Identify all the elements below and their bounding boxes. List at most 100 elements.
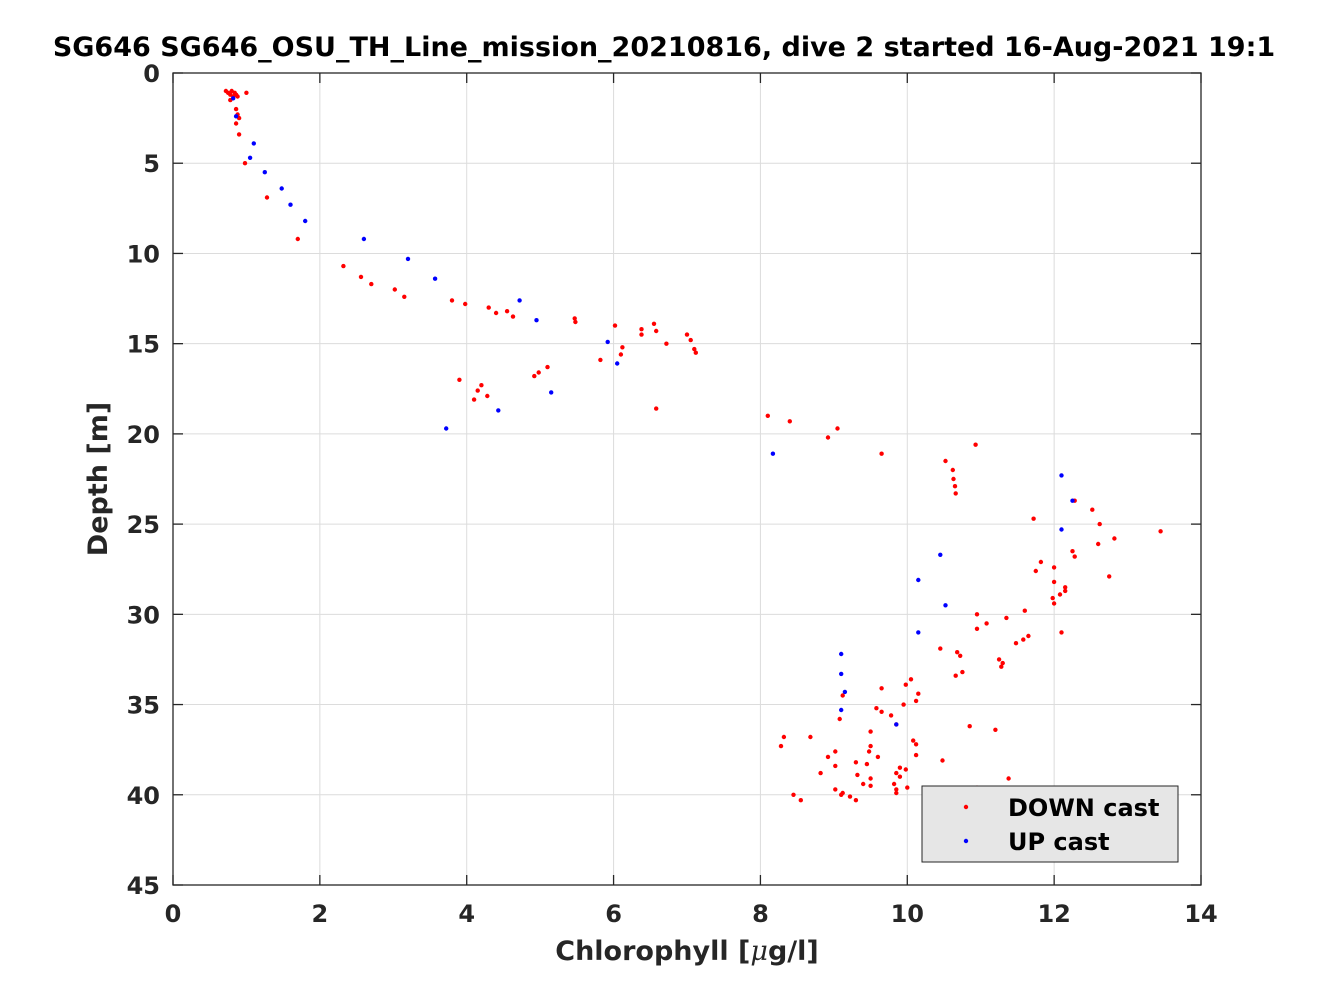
legend-marker-down-cast: [963, 804, 969, 810]
up-cast-point: [916, 630, 921, 635]
down-cast-point: [295, 236, 300, 242]
down-cast-point: [1107, 574, 1112, 579]
down-cast-point: [233, 106, 239, 112]
down-cast-point: [242, 161, 248, 166]
down-cast-point: [879, 709, 884, 714]
down-cast-point: [894, 787, 899, 792]
down-cast-point: [837, 716, 842, 722]
down-cast-point: [894, 790, 899, 796]
plot-frame: [172, 72, 1202, 886]
down-cast-point: [1022, 608, 1027, 613]
up-cast-point: [605, 339, 610, 345]
down-cast-point: [236, 132, 242, 137]
legend-label-down-cast: DOWN cast: [1008, 794, 1159, 822]
down-cast-point: [996, 657, 1002, 662]
legend: DOWN cast UP cast: [921, 785, 1179, 863]
down-cast-point: [1051, 579, 1057, 585]
up-cast-point: [517, 298, 522, 303]
down-cast-point: [545, 364, 550, 370]
down-cast-point: [573, 319, 578, 325]
y-tick-label: 5: [143, 150, 160, 178]
down-cast-point: [620, 345, 625, 350]
down-cast-point: [818, 770, 823, 776]
down-cast-point: [958, 653, 963, 658]
down-cast-point: [233, 121, 239, 126]
down-cast-point: [1004, 615, 1009, 621]
down-cast-point: [684, 332, 690, 337]
down-cast-point: [1072, 554, 1077, 559]
down-cast-point: [879, 451, 884, 456]
down-cast-point: [664, 341, 669, 346]
x-axis-tick-labels: 0 2 4 6 8 10 12 14: [165, 900, 1218, 928]
down-cast-point: [572, 316, 577, 321]
up-cast-point: [839, 671, 844, 677]
up-cast-point: [943, 603, 948, 608]
y-tick-label: 10: [127, 240, 160, 268]
down-cast-point: [244, 90, 249, 96]
up-cast-point: [1059, 527, 1064, 532]
up-cast-point: [770, 451, 776, 456]
down-cast-point: [864, 761, 870, 767]
down-cast-point: [1070, 549, 1075, 554]
down-cast-point: [953, 673, 958, 678]
down-cast-point: [908, 677, 914, 682]
up-cast-point: [916, 577, 921, 583]
down-cast-point: [536, 370, 541, 375]
x-tick-label: 4: [458, 900, 475, 928]
down-cast-point: [778, 743, 784, 749]
down-cast-point: [894, 770, 899, 776]
down-cast-point: [475, 388, 480, 393]
down-cast-point: [847, 794, 853, 799]
down-cast-point: [960, 669, 965, 675]
down-cast-point: [693, 350, 698, 355]
down-cast-point: [808, 734, 813, 740]
down-cast-point: [853, 798, 859, 803]
down-cast-point: [1112, 536, 1117, 541]
up-cast-point: [894, 722, 899, 727]
down-cast-point: [875, 754, 881, 760]
down-cast-point: [341, 263, 346, 269]
down-cast-point: [504, 309, 510, 314]
up-cast-point: [839, 651, 844, 657]
down-cast-point: [868, 729, 873, 734]
down-cast-point: [840, 693, 845, 698]
down-cast-point: [486, 305, 491, 310]
down-cast-point: [457, 377, 462, 382]
legend-marker-up-cast: [963, 838, 969, 844]
x-tick-label: 6: [605, 900, 622, 928]
x-axis-label-suffix: g/l]: [768, 936, 819, 967]
down-cast-point: [264, 195, 270, 200]
down-cast-point: [984, 621, 989, 626]
down-cast-point: [654, 406, 659, 411]
down-cast-point: [897, 765, 903, 770]
down-cast-point: [1013, 641, 1019, 646]
y-tick-label: 45: [127, 872, 160, 900]
up-cast-point: [251, 141, 256, 146]
down-cast-point: [1051, 601, 1057, 606]
down-cast-point: [651, 321, 657, 326]
down-cast-point: [1059, 630, 1064, 635]
up-cast-point: [938, 552, 943, 557]
down-cast-point: [891, 781, 897, 787]
up-cast-point: [549, 390, 554, 395]
down-cast-point: [485, 393, 490, 399]
y-axis-label: Depth [m]: [83, 402, 114, 556]
down-cast-point: [874, 706, 879, 711]
x-tick-label: 12: [1037, 900, 1070, 928]
up-cast-point: [288, 202, 293, 207]
x-axis-label-prefix: Chlorophyll [: [555, 936, 750, 967]
up-cast-point: [405, 256, 411, 262]
y-tick-label: 15: [127, 331, 160, 359]
down-cast-point: [1038, 559, 1044, 565]
down-cast-point: [765, 413, 770, 418]
down-cast-point: [974, 626, 980, 631]
up-cast-point: [444, 426, 449, 431]
down-cast-point: [951, 476, 956, 482]
down-cast-point: [235, 94, 240, 99]
down-cast-point: [1006, 776, 1011, 781]
down-cast-point: [853, 760, 859, 765]
down-cast-point: [392, 287, 397, 292]
down-cast-point: [833, 763, 838, 769]
down-cast-point: [911, 738, 916, 743]
